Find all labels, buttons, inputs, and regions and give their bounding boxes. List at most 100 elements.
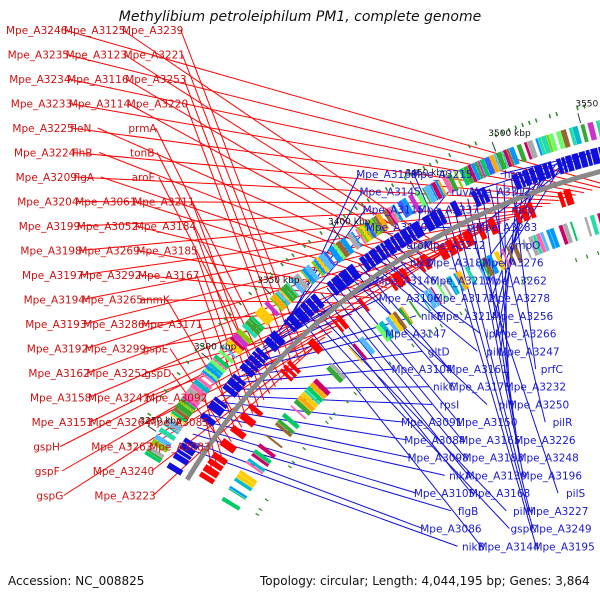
rna-mark <box>439 323 443 328</box>
gene-label: Mpe_A3165 <box>459 435 520 447</box>
cog-band <box>189 383 208 398</box>
cog-band <box>568 127 577 146</box>
gene-label: Mpe_A3269 <box>78 246 139 258</box>
forward-gene <box>231 373 247 387</box>
rna-mark <box>218 322 223 327</box>
cog-band <box>367 218 381 237</box>
cog-band <box>278 289 292 304</box>
cog-band <box>244 319 261 336</box>
rna-mark <box>238 301 243 306</box>
gene-label: Mpe_A3227 <box>527 506 588 518</box>
rna-mark <box>464 308 468 313</box>
rna-mark <box>500 130 504 135</box>
gene-label: Mpe_A3167 <box>138 270 199 282</box>
gene-label: nikD <box>410 258 434 270</box>
gene-label: Mpe_A3262 <box>485 275 546 287</box>
rna-mark <box>409 172 414 177</box>
gene-label: gspC <box>510 524 536 536</box>
rna-mark <box>520 279 524 284</box>
cog-band <box>445 277 458 296</box>
rna-mark <box>428 162 433 167</box>
cog-band <box>254 310 271 326</box>
cog-band <box>436 282 449 302</box>
gene-label: gspE <box>143 344 168 356</box>
cog-band <box>423 184 438 204</box>
cog-band <box>212 357 228 371</box>
gene-labels: Mpe_A3246Mpe_A3235Mpe_A3234Mpe_A3233Mpe_… <box>6 25 595 553</box>
rna-mark <box>416 169 420 174</box>
topology-text: Topology: circular; Length: 4,044,195 bp… <box>260 574 590 588</box>
cog-band <box>178 400 195 413</box>
forward-gene <box>251 350 266 365</box>
cog-band <box>580 124 589 143</box>
reverse-gene <box>198 471 216 485</box>
gene-label: Mpe_A3151 <box>32 417 93 429</box>
gene-label: prmA <box>128 123 157 135</box>
leader-line <box>188 440 424 530</box>
rna-mark <box>285 257 290 262</box>
gene-label: Mpe_A3234 <box>9 74 71 86</box>
gene-label: Mpe_A3052 <box>77 221 138 233</box>
leader-line <box>496 185 511 405</box>
cog-band <box>264 300 280 317</box>
forward-gene <box>326 280 340 296</box>
rna-mark <box>526 276 530 282</box>
rna-mark <box>528 120 531 125</box>
forward-gene <box>449 200 463 218</box>
cog-band <box>398 307 413 326</box>
gene-label: aroE <box>132 172 156 184</box>
rna-mark <box>342 214 347 219</box>
leader-line <box>302 308 510 529</box>
kbp-tick-mark <box>147 425 157 432</box>
cog-band <box>434 180 446 198</box>
leader-line <box>64 29 600 184</box>
cog-band <box>505 245 517 266</box>
cog-band <box>274 422 293 438</box>
cog-band <box>414 189 428 208</box>
cog-band <box>522 239 532 259</box>
cog-band <box>493 153 503 172</box>
rna-mark <box>330 222 335 227</box>
cog-band <box>225 339 244 356</box>
forward-gene <box>476 188 486 205</box>
gene-label: Mpe_A3194 <box>24 295 86 307</box>
leader-line <box>194 250 254 414</box>
cog-band <box>205 364 222 379</box>
rna-mark <box>291 253 295 258</box>
leader-line <box>183 446 458 547</box>
cog-band <box>293 273 310 291</box>
leader-line <box>308 303 507 512</box>
forward-gene <box>480 186 491 204</box>
cog-band <box>388 313 405 332</box>
leader-line <box>85 222 502 349</box>
cog-band <box>464 265 478 286</box>
cog-band <box>358 336 376 356</box>
gene-label: anmK <box>140 295 171 307</box>
gene-label: Mpe_A3091 <box>401 417 462 429</box>
forward-gene <box>429 210 443 229</box>
reverse-gene <box>207 458 224 472</box>
forward-gene <box>374 244 388 261</box>
leader-line <box>90 233 478 423</box>
rna-mark <box>159 394 164 399</box>
forward-gene <box>528 167 539 184</box>
cog-band <box>172 407 190 421</box>
reverse-gene <box>444 238 459 257</box>
cog-band <box>169 412 186 425</box>
rna-mark <box>434 326 439 331</box>
cog-band <box>545 229 556 250</box>
cog-band <box>378 320 395 340</box>
gene-label: Mpe_A3061 <box>75 197 136 209</box>
forward-gene <box>393 232 407 249</box>
cog-band <box>516 143 527 163</box>
cog-band <box>300 270 313 286</box>
cog-band <box>346 232 361 250</box>
leader-line <box>99 152 409 274</box>
gene-label: Mpe_A3150 <box>456 417 517 429</box>
cog-band <box>584 216 593 237</box>
cog-band <box>364 221 378 239</box>
forward-gene <box>399 228 414 246</box>
reverse-gene <box>386 276 399 292</box>
gene-label: pilL <box>486 346 504 358</box>
kbp-tick-label: 3550 kbp <box>575 100 600 110</box>
